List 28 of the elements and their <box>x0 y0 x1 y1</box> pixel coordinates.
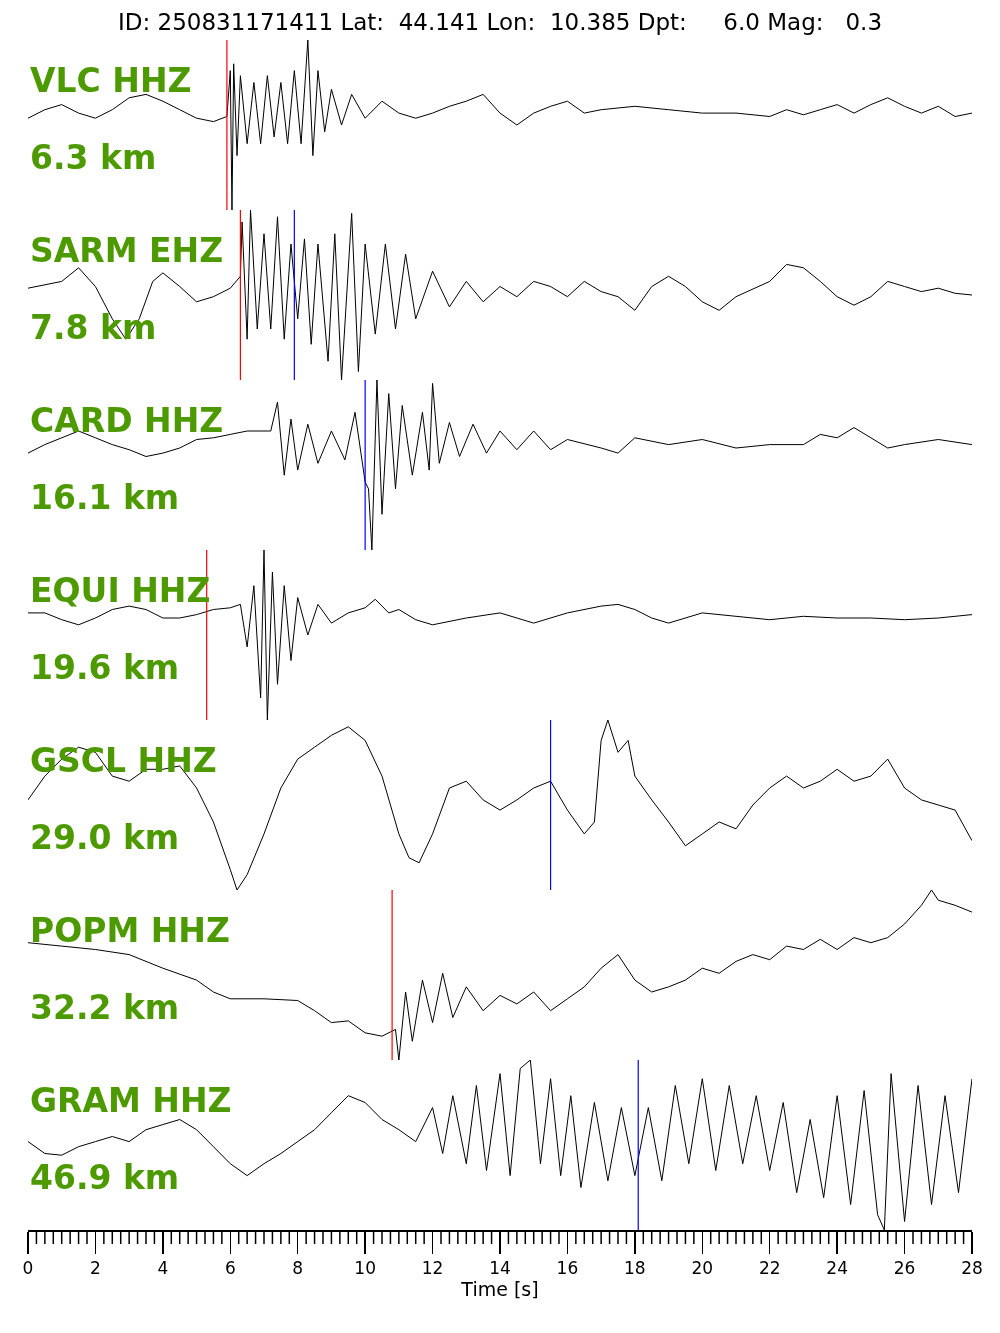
annotation: 32.2 km <box>30 988 180 1027</box>
annotation: 19.6 km <box>30 648 180 687</box>
x-tick-label: 4 <box>157 1257 169 1278</box>
x-tick-label: 24 <box>826 1257 848 1278</box>
x-tick-label: 6 <box>224 1257 236 1278</box>
x-tick-label: 28 <box>961 1257 983 1278</box>
x-tick-label: 18 <box>624 1257 646 1278</box>
x-tick-label: 2 <box>90 1257 101 1278</box>
x-tick-label: 20 <box>691 1257 714 1278</box>
annotation: 6.3 km <box>30 138 157 177</box>
annotation: 29.0 km <box>30 818 180 857</box>
x-tick-label: 10 <box>354 1257 376 1278</box>
x-tick-label: 8 <box>292 1257 304 1278</box>
annotation: 46.9 km <box>30 1158 180 1197</box>
annotation: SARM EHZ <box>30 231 224 270</box>
x-tick-label: 16 <box>556 1257 579 1278</box>
annotation: VLC HHZ <box>30 61 192 100</box>
x-tick-label: 26 <box>893 1257 916 1278</box>
annotation: POPM HHZ <box>30 911 230 950</box>
annotation: GRAM HHZ <box>30 1081 232 1120</box>
x-tick-label: 12 <box>421 1257 444 1278</box>
x-tick-label: 22 <box>758 1257 781 1278</box>
x-tick-label: 14 <box>489 1257 511 1278</box>
annotation: 16.1 km <box>30 478 180 517</box>
x-axis-title: Time [s] <box>460 1277 539 1300</box>
chart-title: ID: 250831171411 Lat: 44.141 Lon: 10.385 Dpt: 6.0 Mag: 0.3 <box>117 9 883 36</box>
x-tick-label: 0 <box>22 1257 34 1278</box>
annotation: CARD HHZ <box>30 401 224 440</box>
